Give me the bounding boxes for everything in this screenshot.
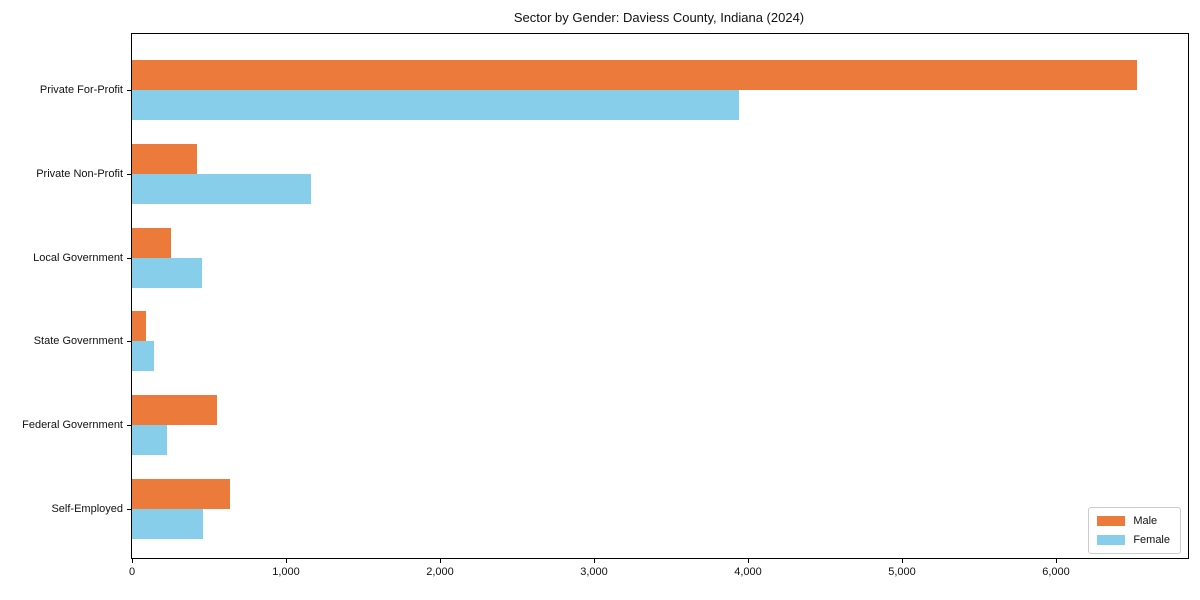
- y-category-label: Private For-Profit: [39, 84, 123, 96]
- bar-male-4: [132, 395, 217, 426]
- x-tick-label: 0: [128, 566, 136, 578]
- y-category-label: Self-Employed: [51, 503, 123, 515]
- bar-female-1: [132, 173, 312, 204]
- legend-label: Male: [1133, 515, 1158, 527]
- x-tick: [1056, 559, 1058, 563]
- bar-male-2: [132, 227, 172, 258]
- y-category-label: Local Government: [33, 251, 123, 264]
- legend-swatch: [1097, 535, 1126, 545]
- y-tick: [127, 257, 131, 259]
- chart-title: Sector by Gender: Daviess County, Indian…: [513, 10, 805, 25]
- legend-entry: Male: [1097, 515, 1170, 527]
- bar-male-1: [132, 143, 198, 174]
- x-tick-label: 2,000: [426, 566, 454, 578]
- x-tick-label: 4,000: [734, 566, 762, 578]
- x-tick-label: 6,000: [1042, 566, 1070, 578]
- legend-swatch: [1097, 516, 1126, 526]
- y-category-label: Private Non-Profit: [36, 167, 123, 180]
- bar-female-4: [132, 425, 168, 456]
- y-category-label: Federal Government: [22, 419, 123, 432]
- bar-male-5: [132, 479, 230, 509]
- y-tick: [127, 90, 131, 91]
- bar-female-3: [132, 341, 155, 372]
- plot-area: Private For-Profit Private Non-Profit Loca…: [22, 33, 1189, 578]
- x-tick: [132, 559, 133, 563]
- legend-entry: Female: [1097, 534, 1170, 546]
- x-tick: [748, 559, 749, 563]
- x-tick: [286, 559, 287, 563]
- legend-label: Female: [1133, 534, 1170, 546]
- bar-male-3: [132, 311, 146, 342]
- legend: Male Female: [1088, 507, 1181, 554]
- bar-female-5: [132, 509, 203, 539]
- bar-male-0: [132, 60, 1137, 90]
- y-tick: [127, 509, 131, 510]
- y-category-label: State Government: [33, 335, 123, 348]
- x-tick: [594, 559, 595, 563]
- y-tick: [127, 341, 131, 343]
- bar-female-0: [132, 90, 739, 120]
- x-tick: [440, 559, 441, 563]
- x-tick-label: 3,000: [580, 566, 608, 578]
- bar-female-2: [132, 257, 203, 288]
- x-tick-label: 1,000: [272, 566, 300, 578]
- y-tick: [127, 173, 131, 175]
- y-tick: [127, 425, 131, 427]
- x-tick: [902, 559, 904, 563]
- x-tick-label: 5,000: [888, 566, 916, 578]
